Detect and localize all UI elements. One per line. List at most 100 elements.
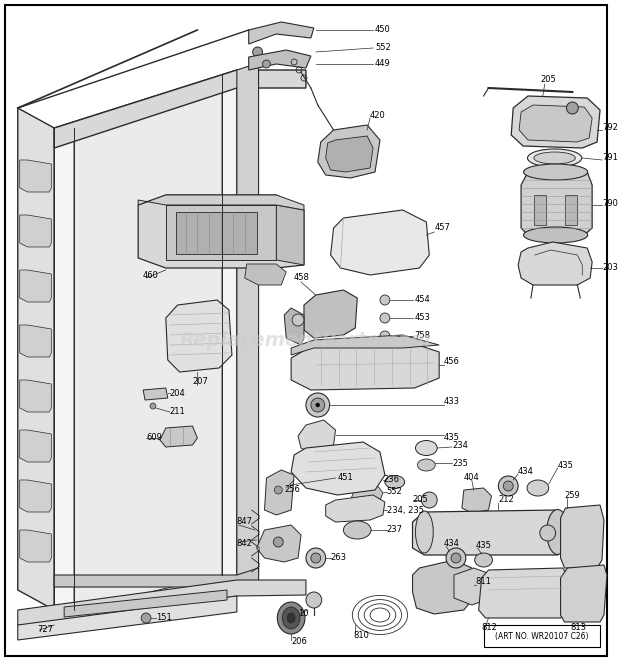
Text: 420: 420 bbox=[370, 110, 386, 120]
Polygon shape bbox=[560, 505, 604, 568]
Polygon shape bbox=[166, 300, 232, 372]
Polygon shape bbox=[565, 195, 577, 225]
Ellipse shape bbox=[527, 480, 549, 496]
Ellipse shape bbox=[547, 510, 569, 555]
Polygon shape bbox=[479, 568, 570, 618]
Circle shape bbox=[273, 537, 283, 547]
Bar bbox=[484, 625, 600, 647]
Text: 842: 842 bbox=[237, 539, 253, 549]
Ellipse shape bbox=[475, 553, 492, 567]
Polygon shape bbox=[412, 510, 567, 555]
Polygon shape bbox=[534, 195, 546, 225]
Text: 791: 791 bbox=[602, 153, 618, 163]
Text: 211: 211 bbox=[170, 407, 185, 416]
Polygon shape bbox=[518, 242, 592, 285]
Polygon shape bbox=[20, 160, 51, 192]
Polygon shape bbox=[237, 63, 259, 580]
Text: 812: 812 bbox=[482, 623, 497, 633]
Text: 433: 433 bbox=[444, 397, 460, 407]
Polygon shape bbox=[412, 560, 474, 614]
Circle shape bbox=[141, 613, 151, 623]
Polygon shape bbox=[64, 590, 227, 617]
Circle shape bbox=[422, 492, 437, 508]
Circle shape bbox=[380, 295, 390, 305]
Polygon shape bbox=[512, 96, 600, 148]
Polygon shape bbox=[166, 205, 277, 260]
Text: 847: 847 bbox=[237, 518, 253, 527]
Polygon shape bbox=[257, 525, 301, 562]
Text: 727: 727 bbox=[37, 625, 53, 635]
Polygon shape bbox=[74, 75, 222, 610]
Circle shape bbox=[306, 592, 322, 608]
Circle shape bbox=[292, 314, 304, 326]
Ellipse shape bbox=[277, 602, 305, 634]
Circle shape bbox=[311, 553, 321, 563]
Text: ReplacementParts.com: ReplacementParts.com bbox=[180, 330, 432, 350]
Circle shape bbox=[380, 313, 390, 323]
Ellipse shape bbox=[287, 613, 295, 623]
Text: 609: 609 bbox=[146, 434, 162, 442]
Ellipse shape bbox=[415, 511, 433, 553]
Text: 10: 10 bbox=[298, 609, 309, 619]
Text: 458: 458 bbox=[294, 274, 310, 282]
Ellipse shape bbox=[417, 459, 435, 471]
Ellipse shape bbox=[415, 440, 437, 455]
Polygon shape bbox=[284, 308, 304, 345]
Polygon shape bbox=[454, 568, 494, 605]
Polygon shape bbox=[143, 388, 168, 400]
Text: 259: 259 bbox=[564, 492, 580, 500]
Text: 435: 435 bbox=[557, 461, 574, 469]
Text: 813: 813 bbox=[570, 623, 587, 633]
Polygon shape bbox=[18, 596, 237, 640]
Polygon shape bbox=[352, 485, 383, 506]
Circle shape bbox=[275, 486, 282, 494]
Text: 234, 235: 234, 235 bbox=[387, 506, 424, 514]
Text: 434: 434 bbox=[444, 539, 460, 549]
Polygon shape bbox=[55, 568, 259, 587]
Polygon shape bbox=[326, 136, 373, 172]
Circle shape bbox=[380, 331, 390, 341]
Text: 758: 758 bbox=[415, 332, 430, 340]
Polygon shape bbox=[18, 580, 306, 625]
Circle shape bbox=[311, 398, 325, 412]
Text: 453: 453 bbox=[415, 313, 430, 323]
Polygon shape bbox=[160, 426, 197, 447]
Circle shape bbox=[451, 553, 461, 563]
Text: 454: 454 bbox=[415, 295, 430, 305]
Text: 811: 811 bbox=[476, 578, 492, 586]
Polygon shape bbox=[291, 335, 439, 355]
Polygon shape bbox=[304, 290, 357, 338]
Ellipse shape bbox=[385, 475, 405, 488]
Text: 212: 212 bbox=[498, 496, 514, 504]
Text: 236: 236 bbox=[383, 475, 399, 485]
Polygon shape bbox=[20, 480, 51, 512]
Polygon shape bbox=[20, 325, 51, 357]
Text: 552: 552 bbox=[375, 44, 391, 52]
Text: 451: 451 bbox=[337, 473, 353, 483]
Polygon shape bbox=[265, 470, 294, 515]
Text: 151: 151 bbox=[156, 613, 172, 623]
Text: 792: 792 bbox=[602, 124, 618, 132]
Circle shape bbox=[150, 403, 156, 409]
Circle shape bbox=[567, 102, 578, 114]
Ellipse shape bbox=[528, 149, 582, 167]
Polygon shape bbox=[291, 340, 439, 390]
Polygon shape bbox=[138, 195, 304, 210]
Polygon shape bbox=[245, 264, 286, 285]
Polygon shape bbox=[20, 530, 51, 562]
Polygon shape bbox=[175, 212, 257, 254]
Ellipse shape bbox=[523, 164, 588, 180]
Ellipse shape bbox=[523, 227, 588, 243]
Polygon shape bbox=[277, 205, 304, 265]
Polygon shape bbox=[521, 172, 592, 235]
Text: 205: 205 bbox=[541, 75, 557, 85]
Ellipse shape bbox=[343, 521, 371, 539]
Polygon shape bbox=[20, 215, 51, 247]
Text: 456: 456 bbox=[444, 358, 460, 366]
Text: 204: 204 bbox=[170, 389, 185, 397]
Circle shape bbox=[262, 60, 270, 68]
Polygon shape bbox=[20, 270, 51, 302]
Polygon shape bbox=[18, 108, 55, 610]
Text: 256: 256 bbox=[284, 485, 300, 494]
Polygon shape bbox=[249, 22, 314, 44]
